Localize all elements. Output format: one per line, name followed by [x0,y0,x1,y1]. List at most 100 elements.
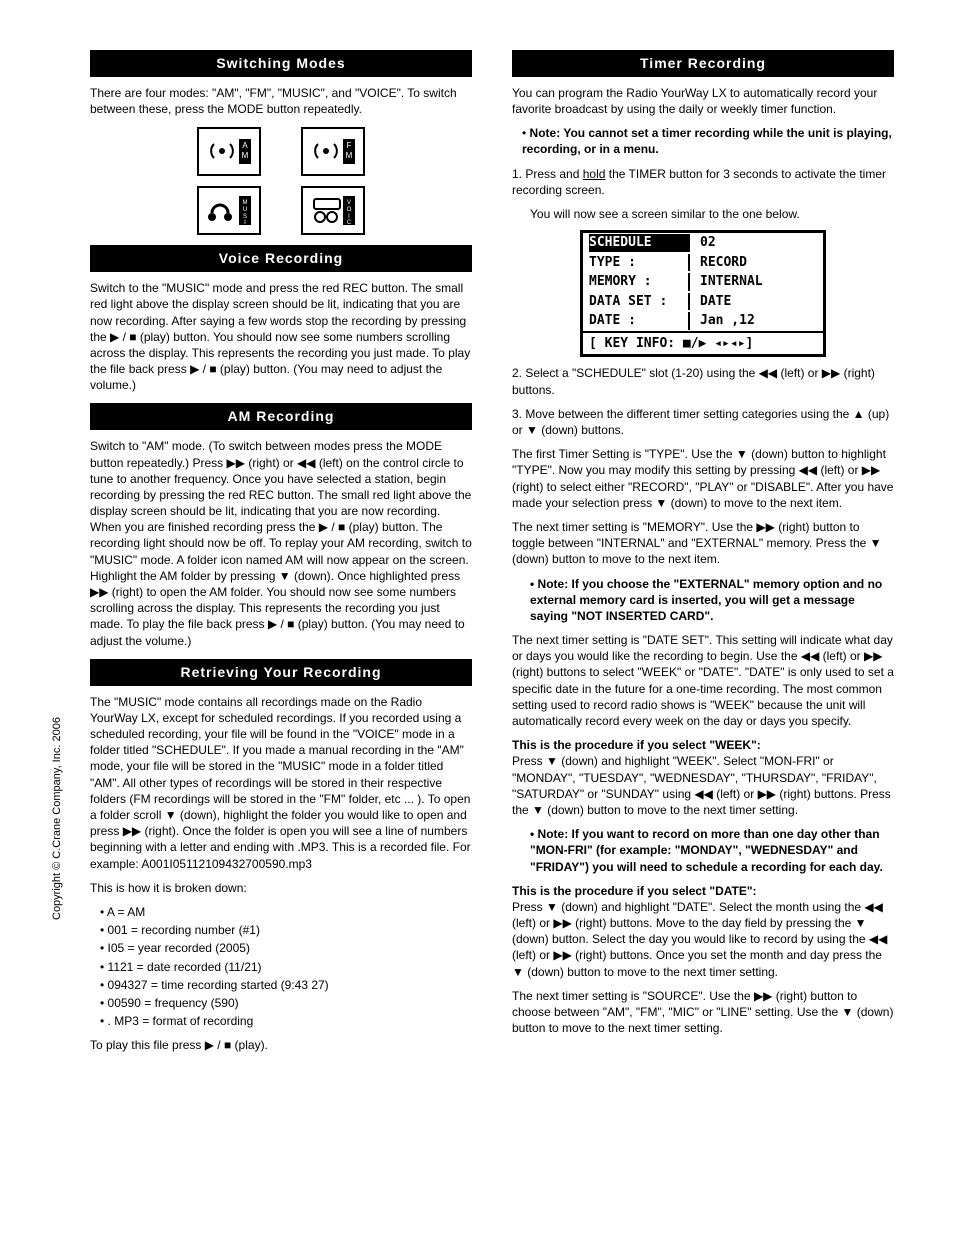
right-icon [227,456,245,470]
lcd-value: DATE [690,293,731,311]
timer-dateset-text: The next timer setting is "DATE SET". Th… [512,632,894,729]
right-icon [90,585,108,599]
down-icon [546,754,558,768]
header-am-recording: AM Recording [90,403,472,430]
am-mode-icon: AM [197,127,261,176]
down-icon [736,447,748,461]
list-item: • 1121 = date recorded (11/21) [100,959,472,975]
play-icon [268,617,277,631]
switching-modes-text: There are four modes: "AM", "FM", "MUSIC… [90,85,472,117]
stop-icon [209,362,216,376]
list-item: • 094327 = time recording started (9:43 … [100,977,472,993]
right-icon [553,916,571,930]
list-item: • . MP3 = format of recording [100,1013,472,1029]
down-icon [512,965,524,979]
play-icon [319,520,328,534]
down-icon [532,803,544,817]
right-icon [754,989,772,1003]
right-icon [758,787,776,801]
music-mode-icon: MUSI [197,186,261,235]
svg-text:M: M [242,151,249,160]
right-icon [862,463,880,477]
svg-text:V: V [347,200,351,206]
timer-intro: You can program the Radio YourWay LX to … [512,85,894,117]
filename-breakdown-list: • A = AM • 001 = recording number (#1) •… [100,904,472,1029]
left-icon [799,463,817,477]
lcd-value: RECORD [690,254,747,272]
header-voice-recording: Voice Recording [90,245,472,272]
svg-text:F: F [347,141,352,150]
list-item: • 001 = recording number (#1) [100,922,472,938]
header-retrieving: Retrieving Your Recording [90,659,472,686]
left-icon [297,456,315,470]
lcd-label: MEMORY : [589,273,690,291]
right-icon [864,649,882,663]
voice-mode-icon: VOIC [301,186,365,235]
lcd-label: SCHEDULE [589,234,690,252]
right-icon [123,824,141,838]
stop-icon [129,330,136,344]
down-icon [870,536,882,550]
retrieving-text-3: To play this file press / (play). [90,1037,472,1053]
lcd-label: DATE : [589,312,690,330]
right-column: Timer Recording You can program the Radi… [512,40,894,1061]
lcd-label: TYPE : [589,254,690,272]
am-recording-text: Switch to "AM" mode. (To switch between … [90,438,472,648]
timer-date-procedure: This is the procedure if you select "DAT… [512,883,894,980]
timer-step-3: 3. Move between the different timer sett… [512,406,894,438]
list-item: • 00590 = frequency (590) [100,995,472,1011]
left-icon [869,932,887,946]
timer-note-1: • Note: You cannot set a timer recording… [512,125,894,157]
timer-step-2: 2. Select a "SCHEDULE" slot (1-20) using… [512,365,894,397]
down-icon [279,569,291,583]
up-icon [853,407,865,421]
timer-type-text: The first Timer Setting is "TYPE". Use t… [512,446,894,511]
svg-text:U: U [243,207,247,213]
svg-text:C: C [347,220,352,226]
play-icon [205,1038,214,1052]
page-layout: Switching Modes There are four modes: "A… [90,40,894,1061]
left-icon [801,649,819,663]
lcd-key-info: [ KEY INFO: ■/▶ ◂▸◂▸] [583,331,823,355]
down-icon [526,423,538,437]
retrieving-text-2: This is how it is broken down: [90,880,472,896]
right-icon [553,948,571,962]
header-switching-modes: Switching Modes [90,50,472,77]
svg-text:A: A [242,141,248,150]
lcd-screen: SCHEDULE02 TYPE :RECORD MEMORY :INTERNAL… [580,230,826,357]
copyright-text: Copyright © C.Crane Company, Inc. 2006 [50,717,65,920]
down-icon [165,808,177,822]
left-icon [759,366,777,380]
right-icon [756,520,774,534]
play-icon [110,330,119,344]
list-item: • I05 = year recorded (2005) [100,940,472,956]
header-timer-recording: Timer Recording [512,50,894,77]
timer-step-1: 1. Press and hold the TIMER button for 3… [512,166,894,198]
lcd-value: 02 [690,234,716,252]
down-icon [842,1005,854,1019]
timer-step-1b: You will now see a screen similar to the… [512,206,894,222]
left-icon [694,787,712,801]
left-icon [864,900,882,914]
lcd-value: Jan ,12 [690,312,755,330]
lcd-label: DATA SET : [589,293,690,311]
mode-icons-row2: MUSI VOIC [90,186,472,235]
fm-mode-icon: FM [301,127,365,176]
timer-source-text: The next timer setting is "SOURCE". Use … [512,988,894,1037]
mode-icons-row1: AM FM [90,127,472,176]
timer-week-procedure: This is the procedure if you select "WEE… [512,737,894,818]
down-icon [546,900,558,914]
lcd-value: INTERNAL [690,273,763,291]
timer-note-3: • Note: If you want to record on more th… [512,826,894,875]
list-item: • A = AM [100,904,472,920]
svg-text:O: O [347,207,352,213]
down-icon [855,916,867,930]
timer-memory-text: The next timer setting is "MEMORY". Use … [512,519,894,568]
left-column: Switching Modes There are four modes: "A… [90,40,472,1061]
voice-recording-text: Switch to the "MUSIC" mode and press the… [90,280,472,393]
svg-text:M: M [243,200,248,206]
timer-note-2: • Note: If you choose the "EXTERNAL" mem… [512,576,894,625]
down-icon [655,496,667,510]
retrieving-text-1: The "MUSIC" mode contains all recordings… [90,694,472,872]
svg-text:M: M [346,151,353,160]
